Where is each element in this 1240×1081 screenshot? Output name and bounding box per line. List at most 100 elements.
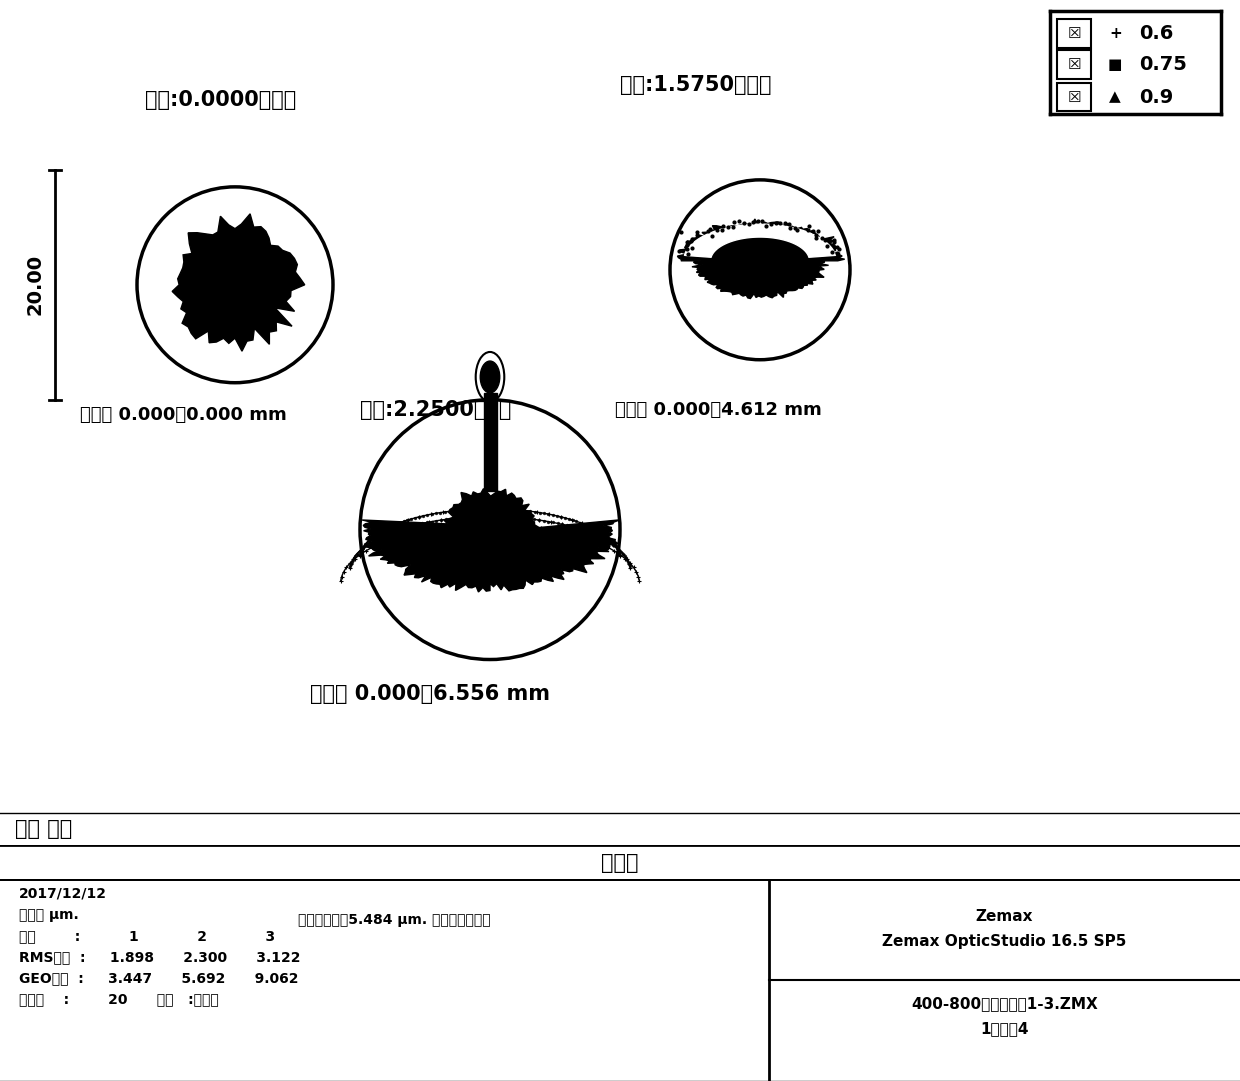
Text: 400-800两组各共焦1-3.ZMX
1配结构4: 400-800两组各共焦1-3.ZMX 1配结构4 <box>911 996 1097 1036</box>
Text: 像面： 0.000，4.612 mm: 像面： 0.000，4.612 mm <box>615 401 822 418</box>
Point <box>451 509 471 526</box>
Point <box>582 524 601 542</box>
Point <box>589 522 609 539</box>
Point <box>753 213 773 230</box>
Point <box>619 553 639 571</box>
Point <box>589 535 609 552</box>
Point <box>464 501 484 518</box>
Point <box>601 532 621 549</box>
Point <box>565 519 585 536</box>
Point <box>743 213 763 230</box>
Point <box>387 516 407 533</box>
Point <box>702 228 722 245</box>
Point <box>608 540 627 558</box>
Point <box>435 504 455 521</box>
Point <box>351 543 371 560</box>
Point <box>419 513 439 531</box>
Point <box>600 531 620 548</box>
Point <box>543 506 563 523</box>
Point <box>363 532 383 549</box>
Point <box>422 512 441 530</box>
Point <box>363 538 383 556</box>
Point <box>486 516 506 533</box>
FancyBboxPatch shape <box>1058 50 1091 79</box>
Point <box>474 516 494 533</box>
Point <box>343 549 363 566</box>
Point <box>532 519 552 536</box>
Point <box>366 531 386 548</box>
Point <box>547 507 567 524</box>
Point <box>513 502 533 519</box>
Point <box>610 542 630 559</box>
Point <box>343 550 363 568</box>
Point <box>418 506 438 523</box>
Point <box>427 505 446 522</box>
Point <box>379 532 399 549</box>
Point <box>569 520 589 537</box>
Point <box>572 515 591 532</box>
Point <box>454 502 474 519</box>
Point <box>529 504 549 521</box>
Text: 0.6: 0.6 <box>1140 24 1173 43</box>
Point <box>616 550 636 568</box>
Point <box>538 512 558 530</box>
Point <box>775 214 795 231</box>
Point <box>609 540 629 558</box>
Point <box>501 501 521 518</box>
Point <box>357 534 377 551</box>
Point <box>355 537 374 555</box>
Point <box>812 230 832 248</box>
Point <box>614 545 634 562</box>
Point <box>815 231 835 249</box>
Text: ▲: ▲ <box>1110 90 1121 105</box>
Point <box>429 519 449 536</box>
Point <box>563 518 583 535</box>
Point <box>365 528 384 545</box>
Text: 20.00: 20.00 <box>26 254 45 316</box>
Point <box>362 529 382 546</box>
Point <box>356 535 376 552</box>
Point <box>347 546 367 563</box>
Point <box>780 219 800 237</box>
Point <box>807 223 827 240</box>
Point <box>422 506 441 523</box>
Point <box>379 524 399 542</box>
Point <box>492 501 512 518</box>
Point <box>724 213 744 230</box>
Point <box>591 524 611 542</box>
Point <box>508 509 528 526</box>
Point <box>701 221 720 238</box>
Point <box>365 528 384 545</box>
Text: 物面:1.5750（度）: 物面:1.5750（度） <box>620 75 771 95</box>
Point <box>552 516 572 533</box>
Point <box>474 501 494 518</box>
Point <box>630 573 650 590</box>
Point <box>432 511 451 529</box>
Text: 0.9: 0.9 <box>1140 88 1173 107</box>
Point <box>498 508 518 525</box>
Point <box>527 504 547 521</box>
Point <box>487 501 507 518</box>
Point <box>624 559 644 576</box>
Point <box>340 555 360 572</box>
Point <box>589 523 609 540</box>
Point <box>563 511 583 529</box>
Point <box>461 508 481 525</box>
Point <box>408 523 428 540</box>
Point <box>413 507 433 524</box>
Point <box>608 539 627 557</box>
Point <box>436 510 456 528</box>
Point <box>562 511 582 529</box>
Point <box>572 521 591 538</box>
Point <box>341 555 361 572</box>
Point <box>761 215 781 232</box>
Point <box>443 510 463 528</box>
Point <box>374 521 394 538</box>
Point <box>723 218 743 236</box>
Point <box>780 215 800 232</box>
Point <box>497 516 517 533</box>
Point <box>408 516 428 533</box>
Point <box>370 524 389 542</box>
Point <box>340 560 360 577</box>
Point <box>363 533 383 550</box>
